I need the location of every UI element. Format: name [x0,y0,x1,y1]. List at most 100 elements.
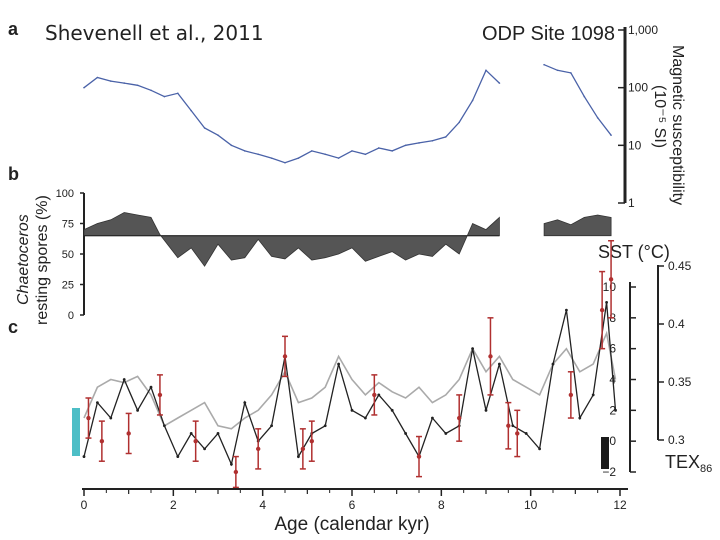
panel-label-c: c [8,317,18,337]
panel-a-point [123,82,125,84]
panel-label-a: a [8,19,19,39]
tex-tick-label: 0.45 [668,259,692,273]
panel-b-ylabel-line2: resting spores (%) [34,195,51,325]
sst-black-point [176,455,180,458]
panel-a-point [203,127,206,129]
sst-black-point [605,301,608,304]
panel-a-point [445,136,447,138]
panel-a-point [431,139,434,142]
panel-a-point [136,84,139,87]
panel-a-tick-label: 1,000 [628,23,658,37]
red-sst-point [599,307,605,313]
sst-black-point [390,408,394,412]
x-tick-label: 6 [349,498,356,512]
panel-b-series [83,212,612,267]
sst-black-point [243,401,247,405]
black-scale-bar [601,437,609,469]
red-sst-point [506,423,511,428]
sst-black-point [203,447,207,451]
site-label: ODP Site 1098 [482,23,615,45]
panel-a-point [458,121,461,124]
red-sst-point [282,354,288,359]
red-sst-point [515,431,520,436]
panel-a-point [96,76,99,79]
red-sst-point [608,277,614,282]
panel-b-tick-label: 75 [62,219,74,231]
panel-a-point [337,157,340,159]
x-tick-label: 0 [81,498,88,512]
panel-a-point [190,109,192,112]
x-tick-label: 8 [438,498,445,512]
sst-tick-label: 10 [603,280,617,294]
panel-a-point [351,150,353,152]
sst-black-point [471,347,474,351]
sst-black-point [404,432,407,435]
red-sst-point [300,446,306,452]
panel-a-point [596,117,599,119]
sst-black-point [96,401,99,405]
sst-black-point [565,308,568,312]
panel-a-point [270,157,273,159]
panel-a-point [311,150,313,152]
panel-a-series [83,63,612,164]
red-sst-point [99,438,105,444]
red-sst-point [416,454,422,459]
panel-a-point [364,153,367,156]
sst-black-line [83,302,617,467]
panel-a-point [498,82,501,84]
sst-black-point [498,362,501,366]
panel-a-ylabel-line1: Magnetic susceptibility [669,45,686,205]
sst-black-point [216,432,220,435]
panel-b-tick-label: 0 [68,310,74,322]
panel-a-point [297,157,300,159]
tex-tick-label: 0.35 [668,375,692,389]
sst-black-point [270,424,273,428]
red-sst-point [568,392,574,398]
sst-black-point [538,447,541,451]
panel-a-point [570,72,572,74]
tex-tick-label: 0.4 [668,317,685,331]
tex-tick-label: 0.3 [668,433,685,447]
panel-a-point [378,147,380,149]
sst-tick-label: 2 [609,403,616,417]
sst-black-point [524,432,528,435]
panel-b-area-segment-1 [543,214,612,237]
sst-black-point [591,393,595,397]
tex86-grey-line [83,330,617,430]
panel-a-point [257,153,260,156]
red-sst-point [126,431,131,436]
x-axis-label: Age (calendar kyr) [274,514,429,535]
sst-tick-label: 0 [609,434,616,448]
panel-a-point [230,144,233,147]
panel-a-point [471,99,474,102]
panel-a-point [391,150,394,152]
panel-a-tick-label: 100 [628,81,648,95]
panel-a-line-segment-0 [83,69,500,164]
panel-a-ylabel-line2: (10⁻⁵ SI) [651,85,668,148]
panel-a-point [244,150,246,152]
panel-b-tick-label: 50 [62,249,74,261]
sst-black-point [444,432,448,435]
sst-black-point [136,408,140,412]
panel-b-ylabel-line1: Chaetoceros [15,214,32,305]
panel-a-tick-label: 1 [628,196,635,210]
panel-a-point [543,63,545,66]
red-sst-point [157,392,163,398]
sst-black-point [163,424,166,428]
sst-black-point [511,424,515,428]
x-tick-label: 12 [613,498,627,512]
sst-black-point [337,362,340,366]
red-sst-point [488,354,493,359]
tex-axis-label-sub: 86 [700,463,712,475]
x-tick-label: 10 [524,498,538,512]
panel-a-point [163,95,166,98]
panel-b-area-segment-0 [83,212,500,267]
sst-black-point [109,416,113,420]
sst-black-point [297,455,300,458]
panel-a-line-segment-1 [543,64,612,136]
red-sst-point [372,392,377,398]
panel-a-point [610,134,612,136]
sst-tick-label: 6 [609,342,616,356]
panel-a-ticks: 1,000 100 10 1 [618,23,658,210]
panel-a-point [324,153,327,156]
